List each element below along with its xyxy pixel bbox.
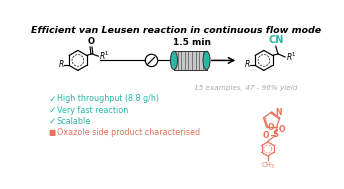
Text: Efficient van Leusen reaction in continuous flow mode: Efficient van Leusen reaction in continu… bbox=[31, 26, 321, 35]
Text: Oxazole side product characterised: Oxazole side product characterised bbox=[57, 128, 200, 137]
Text: R: R bbox=[58, 60, 64, 69]
Text: 15 examples, 47 - 96% yield: 15 examples, 47 - 96% yield bbox=[194, 85, 297, 91]
Text: R$^1$: R$^1$ bbox=[286, 51, 296, 63]
Text: ✓: ✓ bbox=[49, 106, 56, 115]
Text: N: N bbox=[276, 108, 282, 117]
Text: High throughput (8.8 g/h): High throughput (8.8 g/h) bbox=[57, 94, 159, 103]
Text: 1.5 min: 1.5 min bbox=[173, 38, 211, 47]
Ellipse shape bbox=[170, 51, 178, 70]
Text: R$^1$: R$^1$ bbox=[99, 50, 109, 62]
Text: R: R bbox=[245, 60, 250, 69]
Text: O: O bbox=[267, 123, 274, 132]
Text: Scalable: Scalable bbox=[57, 117, 91, 126]
Text: ✓: ✓ bbox=[49, 117, 56, 126]
Text: Very fast reaction: Very fast reaction bbox=[57, 106, 128, 115]
Text: CH$_3$: CH$_3$ bbox=[261, 161, 275, 171]
Text: S: S bbox=[272, 130, 278, 139]
Text: O: O bbox=[88, 37, 95, 46]
Ellipse shape bbox=[203, 51, 210, 70]
Text: ✓: ✓ bbox=[49, 94, 56, 103]
Text: O: O bbox=[262, 131, 269, 139]
Bar bbox=[174, 51, 206, 70]
Text: CN: CN bbox=[269, 35, 284, 45]
Text: O: O bbox=[279, 125, 286, 134]
Text: ■: ■ bbox=[49, 128, 56, 137]
